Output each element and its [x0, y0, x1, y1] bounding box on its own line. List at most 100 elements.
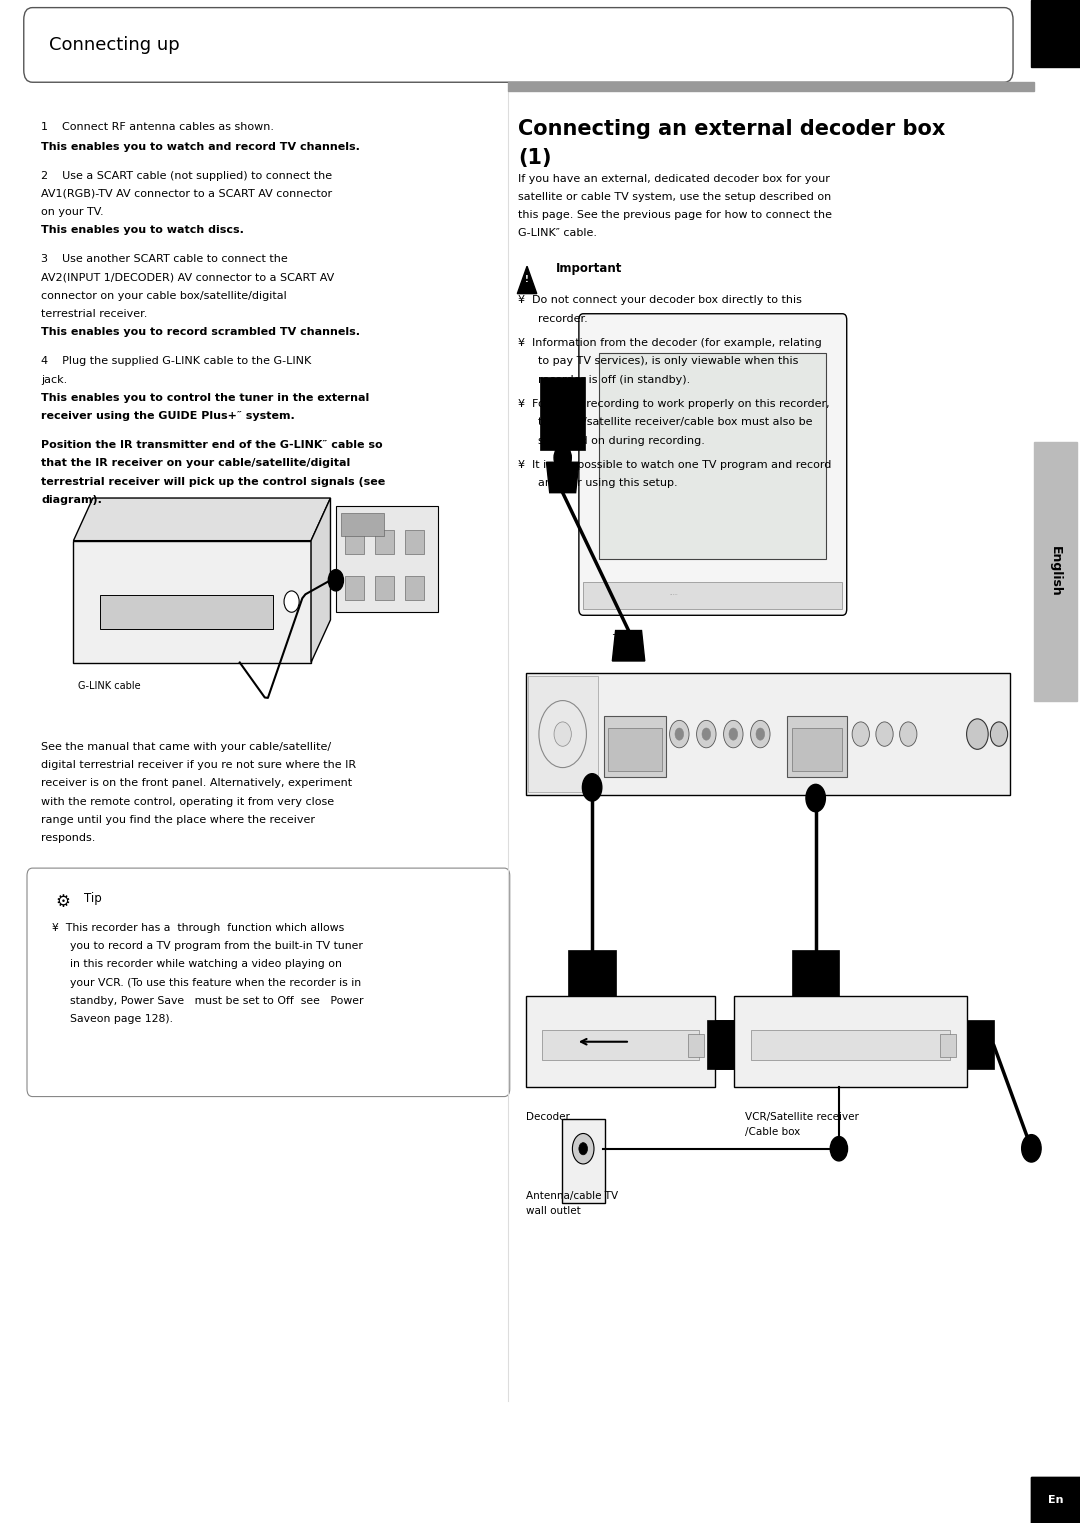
Text: En: En [1049, 1496, 1064, 1505]
Circle shape [756, 728, 765, 740]
Text: English: English [1049, 545, 1062, 597]
Circle shape [675, 728, 684, 740]
Text: your VCR. (To use this feature when the recorder is in: your VCR. (To use this feature when the … [70, 978, 362, 988]
Text: on your TV.: on your TV. [41, 207, 104, 218]
Circle shape [967, 719, 988, 749]
Bar [345, 530, 364, 554]
Text: Saveon page 128).: Saveon page 128). [70, 1014, 173, 1025]
Polygon shape [73, 541, 311, 663]
Circle shape [702, 728, 711, 740]
Text: the VCR/satellite receiver/cable box must also be: the VCR/satellite receiver/cable box mus… [538, 417, 812, 428]
Text: .....: ..... [670, 591, 678, 597]
Circle shape [806, 784, 825, 812]
Text: terrestrial receiver will pick up the control signals (see: terrestrial receiver will pick up the co… [41, 477, 386, 487]
Text: another using this setup.: another using this setup. [538, 478, 677, 489]
Bar [562, 1119, 605, 1203]
Bar [375, 530, 394, 554]
Circle shape [554, 722, 571, 746]
Bar [568, 950, 616, 996]
Bar [1031, 1477, 1080, 1523]
Circle shape [852, 722, 869, 746]
Text: ⚙: ⚙ [55, 892, 70, 911]
Text: Connecting an external decoder box: Connecting an external decoder box [518, 119, 946, 139]
Bar [345, 576, 364, 600]
Text: recorder.: recorder. [538, 314, 588, 324]
Text: recorder is off (in standby).: recorder is off (in standby). [538, 375, 690, 385]
FancyBboxPatch shape [27, 868, 510, 1097]
Text: 1    Connect RF antenna cables as shown.: 1 Connect RF antenna cables as shown. [41, 122, 274, 133]
Bar [940, 1034, 956, 1057]
Bar [1031, 1477, 1080, 1523]
Bar [599, 353, 826, 559]
Bar [508, 82, 1034, 91]
Text: This enables you to watch and record TV channels.: This enables you to watch and record TV … [41, 142, 360, 152]
Bar [341, 513, 384, 536]
Text: responds.: responds. [41, 833, 95, 844]
Circle shape [900, 722, 917, 746]
Text: diagram).: diagram). [41, 495, 102, 506]
Text: jack.: jack. [41, 375, 67, 385]
Bar [542, 1030, 699, 1060]
Bar [608, 728, 662, 771]
Bar [967, 1020, 994, 1069]
Text: digital terrestrial receiver if you re not sure where the IR: digital terrestrial receiver if you re n… [41, 760, 356, 771]
Text: TV: TV [612, 634, 625, 644]
Text: G-LINK″ cable.: G-LINK″ cable. [518, 228, 597, 239]
Bar [526, 673, 1010, 795]
Text: ¥  Do not connect your decoder box directly to this: ¥ Do not connect your decoder box direct… [518, 295, 802, 306]
Bar [583, 582, 842, 609]
Bar [526, 996, 715, 1087]
Text: you to record a TV program from the built-in TV tuner: you to record a TV program from the buil… [70, 941, 363, 952]
Text: This enables you to record scrambled TV channels.: This enables you to record scrambled TV … [41, 327, 360, 338]
Text: Tip: Tip [84, 892, 102, 905]
Text: to pay TV services), is only viewable when this: to pay TV services), is only viewable wh… [538, 356, 798, 367]
Text: receiver using the GUIDE Plus+″ system.: receiver using the GUIDE Plus+″ system. [41, 411, 295, 422]
Bar [540, 376, 585, 451]
Text: Decoder: Decoder [526, 1112, 570, 1122]
Text: standby, Power Save   must be set to Off  see   Power: standby, Power Save must be set to Off s… [70, 996, 364, 1007]
Bar [375, 576, 394, 600]
Text: If you have an external, dedicated decoder box for your: If you have an external, dedicated decod… [518, 174, 831, 184]
Text: 4    Plug the supplied G-LINK cable to the G-LINK: 4 Plug the supplied G-LINK cable to the … [41, 356, 311, 367]
Bar [707, 1020, 734, 1069]
Text: wall outlet: wall outlet [526, 1206, 581, 1217]
Bar [688, 1034, 704, 1057]
Text: This enables you to watch discs.: This enables you to watch discs. [41, 225, 244, 236]
Text: connector on your cable box/satellite/digital: connector on your cable box/satellite/di… [41, 291, 287, 302]
Bar [528, 676, 598, 792]
Polygon shape [517, 267, 537, 294]
Bar [734, 996, 967, 1087]
Bar [405, 576, 424, 600]
Bar [787, 716, 847, 777]
Bar [715, 1020, 742, 1069]
Circle shape [572, 1133, 594, 1164]
Circle shape [729, 728, 738, 740]
Circle shape [697, 720, 716, 748]
Text: terrestrial receiver.: terrestrial receiver. [41, 309, 147, 320]
Polygon shape [73, 498, 330, 541]
Text: ¥  For timer recording to work properly on this recorder,: ¥ For timer recording to work properly o… [518, 399, 831, 410]
Text: Connecting up: Connecting up [49, 37, 179, 53]
Text: This enables you to control the tuner in the external: This enables you to control the tuner in… [41, 393, 369, 404]
Circle shape [579, 1142, 588, 1154]
Text: Position the IR transmitter end of the G-LINK″ cable so: Position the IR transmitter end of the G… [41, 440, 382, 451]
Text: satellite or cable TV system, use the setup described on: satellite or cable TV system, use the se… [518, 192, 832, 203]
Circle shape [831, 1136, 848, 1161]
Text: Important: Important [556, 262, 622, 274]
Text: that the IR receiver on your cable/satellite/digital: that the IR receiver on your cable/satel… [41, 458, 350, 469]
Text: !: ! [525, 276, 529, 285]
Bar [792, 950, 839, 996]
Bar [792, 728, 842, 771]
Polygon shape [546, 463, 579, 493]
Circle shape [724, 720, 743, 748]
Polygon shape [612, 631, 645, 661]
FancyBboxPatch shape [24, 8, 1013, 82]
Text: this page. See the previous page for how to connect the: this page. See the previous page for how… [518, 210, 833, 221]
Circle shape [554, 445, 571, 469]
Circle shape [990, 722, 1008, 746]
Text: AV2(INPUT 1/DECODER) AV connector to a SCART AV: AV2(INPUT 1/DECODER) AV connector to a S… [41, 273, 335, 283]
Text: 2    Use a SCART cable (not supplied) to connect the: 2 Use a SCART cable (not supplied) to co… [41, 171, 333, 181]
Text: See the manual that came with your cable/satellite/: See the manual that came with your cable… [41, 742, 332, 752]
Circle shape [328, 570, 343, 591]
Circle shape [751, 720, 770, 748]
